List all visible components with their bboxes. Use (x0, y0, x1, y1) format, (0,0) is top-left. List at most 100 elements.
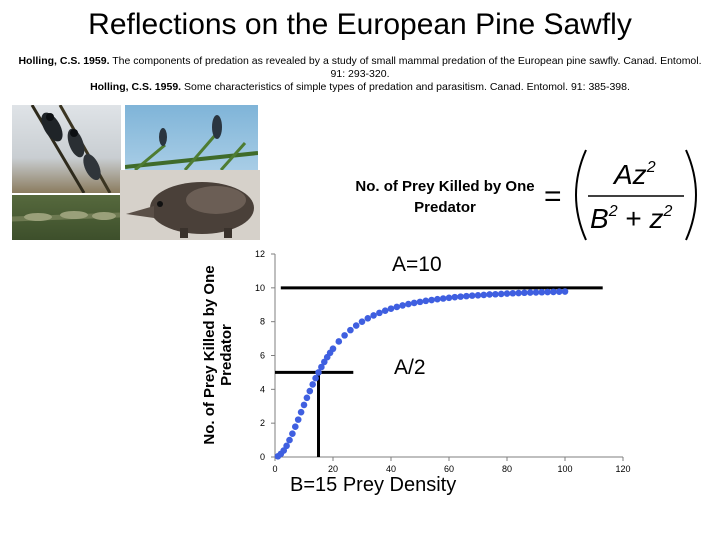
data-point (538, 288, 546, 296)
data-point (280, 447, 288, 454)
data-point (376, 309, 383, 317)
reference-2-text: Some characteristics of simple types of … (181, 81, 630, 93)
denominator-z-exponent: 2 (663, 203, 673, 220)
data-point (399, 302, 406, 309)
chart-points (274, 288, 569, 460)
y-tick-label: 2 (260, 418, 265, 428)
data-point (486, 291, 493, 298)
data-point (416, 298, 424, 306)
reference-1-text: The components of predation as revealed … (109, 55, 702, 80)
data-point (286, 436, 293, 444)
denominator-b-exponent: 2 (608, 203, 618, 220)
data-point (300, 401, 308, 409)
denominator-plus: + (618, 203, 650, 234)
data-point (497, 290, 505, 298)
data-point (439, 295, 447, 302)
data-point (509, 289, 517, 297)
right-bracket (685, 149, 697, 241)
y-tick-label: 12 (255, 249, 265, 259)
data-point (405, 300, 412, 308)
data-point (303, 394, 311, 402)
half-a-label: A/2 (394, 356, 426, 379)
data-point (434, 295, 441, 303)
data-point (492, 290, 499, 298)
data-point (309, 381, 317, 388)
data-point (297, 408, 305, 416)
sawfly-larvae-illustration (30, 105, 112, 193)
data-point (341, 332, 348, 339)
data-point (521, 289, 528, 297)
equation-numerator: Az2 (612, 159, 656, 190)
data-point (561, 288, 569, 295)
y-tick-label: 4 (260, 384, 265, 394)
data-point (329, 345, 337, 353)
data-point (503, 290, 511, 297)
x-tick-label: 40 (386, 464, 396, 474)
sawfly-branch-photo (12, 195, 120, 240)
data-point (428, 296, 435, 304)
numerator-exponent: 2 (646, 159, 656, 176)
x-tick-label: 120 (615, 464, 630, 474)
data-point (283, 442, 290, 450)
data-point (292, 423, 299, 431)
x-tick-label: 0 (272, 464, 277, 474)
holling-equation: = Az2 B2 + z2 (544, 149, 697, 241)
data-point (289, 430, 296, 437)
data-point (312, 374, 319, 382)
data-point (526, 289, 534, 296)
denominator-b: B (590, 203, 609, 234)
chart-reference-lines (275, 286, 603, 457)
a-line-label: A=10 (392, 253, 442, 276)
data-point (457, 293, 464, 300)
data-point (463, 292, 470, 300)
x-tick-label: 80 (502, 464, 512, 474)
x-axis-label: B=15 Prey Density (290, 474, 457, 496)
sawfly-larvae-photo (12, 105, 121, 193)
equation-denominator: B2 + z2 (590, 203, 673, 234)
left-bracket (575, 149, 587, 241)
data-point (364, 314, 372, 322)
data-point (474, 291, 482, 299)
data-point (358, 318, 366, 325)
data-point (352, 322, 360, 329)
data-point (387, 305, 395, 312)
x-tick-label: 60 (444, 464, 454, 474)
y-tick-label: 10 (255, 283, 265, 293)
data-point (544, 288, 551, 296)
sawfly-twig-illustration (125, 115, 258, 170)
data-point (294, 416, 302, 423)
y-tick-label: 8 (260, 317, 265, 327)
data-point (468, 292, 476, 299)
shrew-illustration (126, 182, 254, 238)
data-point (335, 338, 343, 345)
page-title: Reflections on the European Pine Sawfly (88, 8, 632, 41)
sawfly-twig-photo (125, 105, 258, 170)
data-point (480, 291, 488, 299)
equation-equals-sign: = (544, 180, 562, 213)
reference-1: Holling, C.S. 1959. The components of pr… (10, 55, 710, 81)
data-point (555, 288, 563, 296)
data-point (370, 312, 377, 319)
reference-2-author: Holling, C.S. 1959. (90, 81, 182, 93)
x-tick-label: 20 (328, 464, 338, 474)
data-point (550, 288, 557, 296)
y-tick-label: 6 (260, 351, 265, 361)
data-point (381, 307, 389, 314)
data-point (306, 387, 314, 395)
data-point (451, 293, 459, 301)
data-point (393, 303, 401, 311)
reference-1-author: Holling, C.S. 1959. (18, 55, 110, 67)
data-point (315, 369, 322, 376)
data-point (532, 289, 540, 296)
x-tick-label: 100 (557, 464, 572, 474)
data-point (422, 297, 430, 305)
data-point (515, 289, 522, 297)
shrew-photo (120, 170, 260, 240)
equation-label: No. of Prey Killed by One Predator (355, 178, 535, 216)
numerator-az: Az (612, 159, 647, 190)
data-point (318, 363, 325, 371)
data-point (347, 326, 354, 334)
data-point (410, 299, 418, 307)
